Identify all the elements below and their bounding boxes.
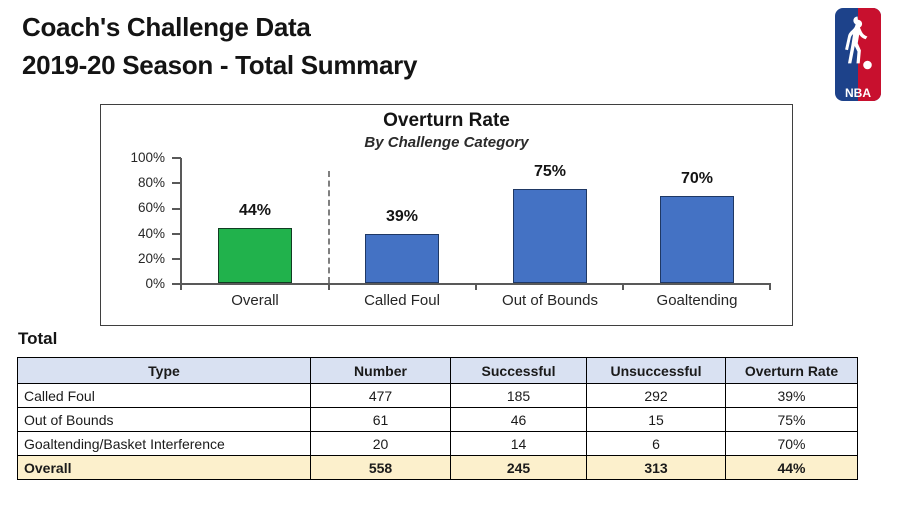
y-tick-mark	[172, 283, 181, 285]
cell-type: Out of Bounds	[17, 407, 311, 432]
overall-separator-line	[328, 171, 330, 283]
cell-number: 20	[310, 431, 451, 456]
chart-subtitle: By Challenge Category	[364, 134, 529, 151]
cell-overturn-rate: 70%	[725, 431, 858, 456]
cell-unsuccessful: 6	[586, 431, 726, 456]
col-header-unsuccessful: Unsuccessful	[586, 357, 726, 384]
y-tick-mark	[172, 258, 181, 260]
x-category-label: Goaltending	[656, 292, 738, 309]
cell-unsuccessful: 15	[586, 407, 726, 432]
bar-value-label: 44%	[238, 202, 272, 219]
y-tick-label: 0%	[145, 276, 165, 291]
col-header-type: Type	[17, 357, 311, 384]
nba-logo-icon: NBA	[835, 8, 881, 101]
bar-value-label: 39%	[385, 208, 419, 226]
y-tick-mark	[172, 233, 181, 235]
x-tick-mark	[769, 285, 771, 290]
x-category-label: Out of Bounds	[502, 292, 598, 309]
y-axis-line	[180, 158, 182, 284]
cell-overturn-rate: 75%	[725, 407, 858, 432]
table-row-overall-total: Overall 558 245 313 44%	[17, 455, 858, 480]
table-row-goaltending: Goaltending/Basket Interference 20 14 6 …	[17, 431, 858, 456]
bar-goaltending	[660, 195, 734, 283]
x-category-label: Overall	[231, 292, 279, 309]
cell-overturn-rate: 39%	[725, 383, 858, 408]
page-title-line2: 2019-20 Season - Total Summary	[22, 50, 418, 80]
cell-successful: 185	[450, 383, 587, 408]
table-row-out-of-bounds: Out of Bounds 61 46 15 75%	[17, 407, 858, 432]
summary-table: Type Number Successful Unsuccessful Over…	[17, 357, 858, 480]
y-tick-label: 20%	[137, 251, 165, 266]
y-tick-label: 80%	[137, 175, 165, 190]
overturn-rate-chart: Overturn Rate By Challenge Category 100%…	[100, 104, 793, 326]
cell-type: Overall	[17, 455, 311, 480]
x-tick-mark	[475, 285, 477, 290]
table-caption: Total	[18, 329, 58, 348]
cell-unsuccessful: 313	[586, 455, 726, 480]
x-tick-mark	[180, 285, 182, 290]
table-row-called-foul: Called Foul 477 185 292 39%	[17, 383, 858, 408]
cell-type: Called Foul	[17, 383, 311, 408]
cell-type: Goaltending/Basket Interference	[17, 431, 311, 456]
cell-unsuccessful: 292	[586, 383, 726, 408]
nba-logo-text: NBA	[845, 86, 871, 100]
y-tick-label: 40%	[137, 226, 165, 241]
cell-number: 477	[310, 383, 451, 408]
y-tick-mark	[172, 182, 181, 184]
cell-overturn-rate: 44%	[725, 455, 858, 480]
y-tick-mark	[172, 157, 181, 159]
y-tick-label: 60%	[137, 200, 165, 215]
cell-successful: 245	[450, 455, 587, 480]
chart-title: Overturn Rate	[383, 110, 510, 131]
bar-value-label: 70%	[680, 169, 714, 187]
x-tick-mark	[622, 285, 624, 290]
x-tick-mark	[328, 285, 330, 290]
x-category-label: Called Foul	[364, 292, 440, 309]
cell-successful: 46	[450, 407, 587, 432]
bar-overall	[218, 228, 292, 283]
table-header-row: Type Number Successful Unsuccessful Over…	[17, 357, 858, 384]
bar-out-of-bounds	[513, 189, 587, 283]
col-header-successful: Successful	[450, 357, 587, 384]
bar-value-label: 75%	[533, 163, 567, 181]
col-header-overturn-rate: Overturn Rate	[725, 357, 858, 384]
bar-called-foul	[365, 234, 439, 283]
cell-number: 558	[310, 455, 451, 480]
x-axis-line	[180, 283, 771, 285]
page-title: Coach's Challenge Data 2019-20 Season - …	[22, 8, 417, 84]
page-title-line1: Coach's Challenge Data	[22, 12, 311, 42]
y-tick-mark	[172, 208, 181, 210]
y-tick-label: 100%	[130, 150, 165, 165]
col-header-number: Number	[310, 357, 451, 384]
cell-successful: 14	[450, 431, 587, 456]
cell-number: 61	[310, 407, 451, 432]
